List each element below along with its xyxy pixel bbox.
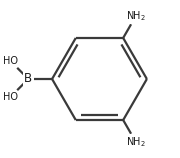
Text: NH$_2$: NH$_2$ [126,135,146,149]
Text: NH$_2$: NH$_2$ [126,9,146,23]
Text: HO: HO [3,92,18,102]
Text: B: B [24,73,32,85]
Text: HO: HO [3,56,18,66]
